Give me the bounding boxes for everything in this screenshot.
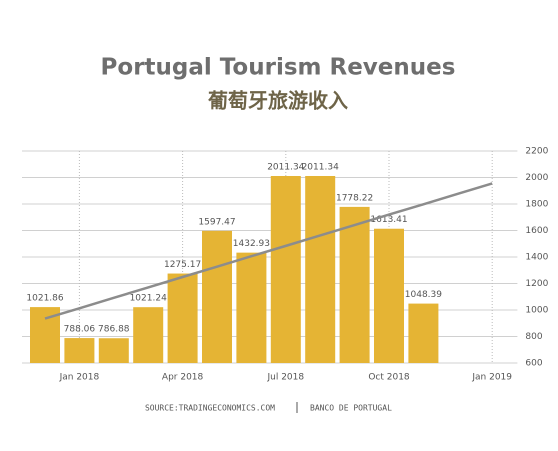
data-label: 1021.24 xyxy=(130,294,167,304)
bar xyxy=(270,175,301,363)
y-tick-label: 2200 xyxy=(525,147,548,157)
bar xyxy=(374,228,404,363)
bar xyxy=(236,252,267,363)
x-tick-label: Oct 2018 xyxy=(368,373,410,383)
y-tick-label: 2000 xyxy=(525,173,548,183)
y-tick-label: 800 xyxy=(525,332,542,342)
data-label: 1275.17 xyxy=(164,260,201,270)
y-tick-label: 1000 xyxy=(525,306,548,316)
source-text: BANCO DE PORTUGAL xyxy=(310,404,392,413)
bar xyxy=(305,175,336,363)
trend-line xyxy=(44,182,493,320)
bar xyxy=(202,230,232,363)
y-tick-label: 600 xyxy=(525,359,542,369)
y-tick-label: 1400 xyxy=(525,253,548,263)
data-label: 2011.34 xyxy=(302,162,339,172)
y-tick-label: 1200 xyxy=(525,279,548,289)
chart-title: Portugal Tourism Revenues xyxy=(101,55,456,81)
bar xyxy=(98,338,129,363)
data-label: 1778.22 xyxy=(336,193,373,203)
data-label: 1021.86 xyxy=(26,294,63,304)
bar xyxy=(133,307,164,363)
x-tick-label: Apr 2018 xyxy=(162,373,204,383)
data-label: 1432.93 xyxy=(233,239,270,249)
data-label: 1597.47 xyxy=(198,217,235,227)
data-label: 786.88 xyxy=(98,325,130,335)
data-label: 788.06 xyxy=(64,325,96,335)
source-text: SOURCE:TRADINGECONOMICS.COM xyxy=(145,404,275,413)
data-label: 1613.41 xyxy=(370,215,407,225)
bar xyxy=(339,206,370,363)
bar xyxy=(167,273,198,363)
x-tick-label: Jul 2018 xyxy=(266,373,304,383)
chart-subtitle: 葡萄牙旅游收入 xyxy=(207,89,348,113)
data-label: 2011.34 xyxy=(267,162,304,172)
x-tick-label: Jan 2019 xyxy=(471,373,512,383)
bar xyxy=(408,303,439,363)
bar xyxy=(64,338,95,363)
data-label: 1048.39 xyxy=(405,290,442,300)
x-tick-label: Jan 2018 xyxy=(59,373,100,383)
y-tick-label: 1800 xyxy=(525,200,548,210)
y-tick-label: 1600 xyxy=(525,226,548,236)
